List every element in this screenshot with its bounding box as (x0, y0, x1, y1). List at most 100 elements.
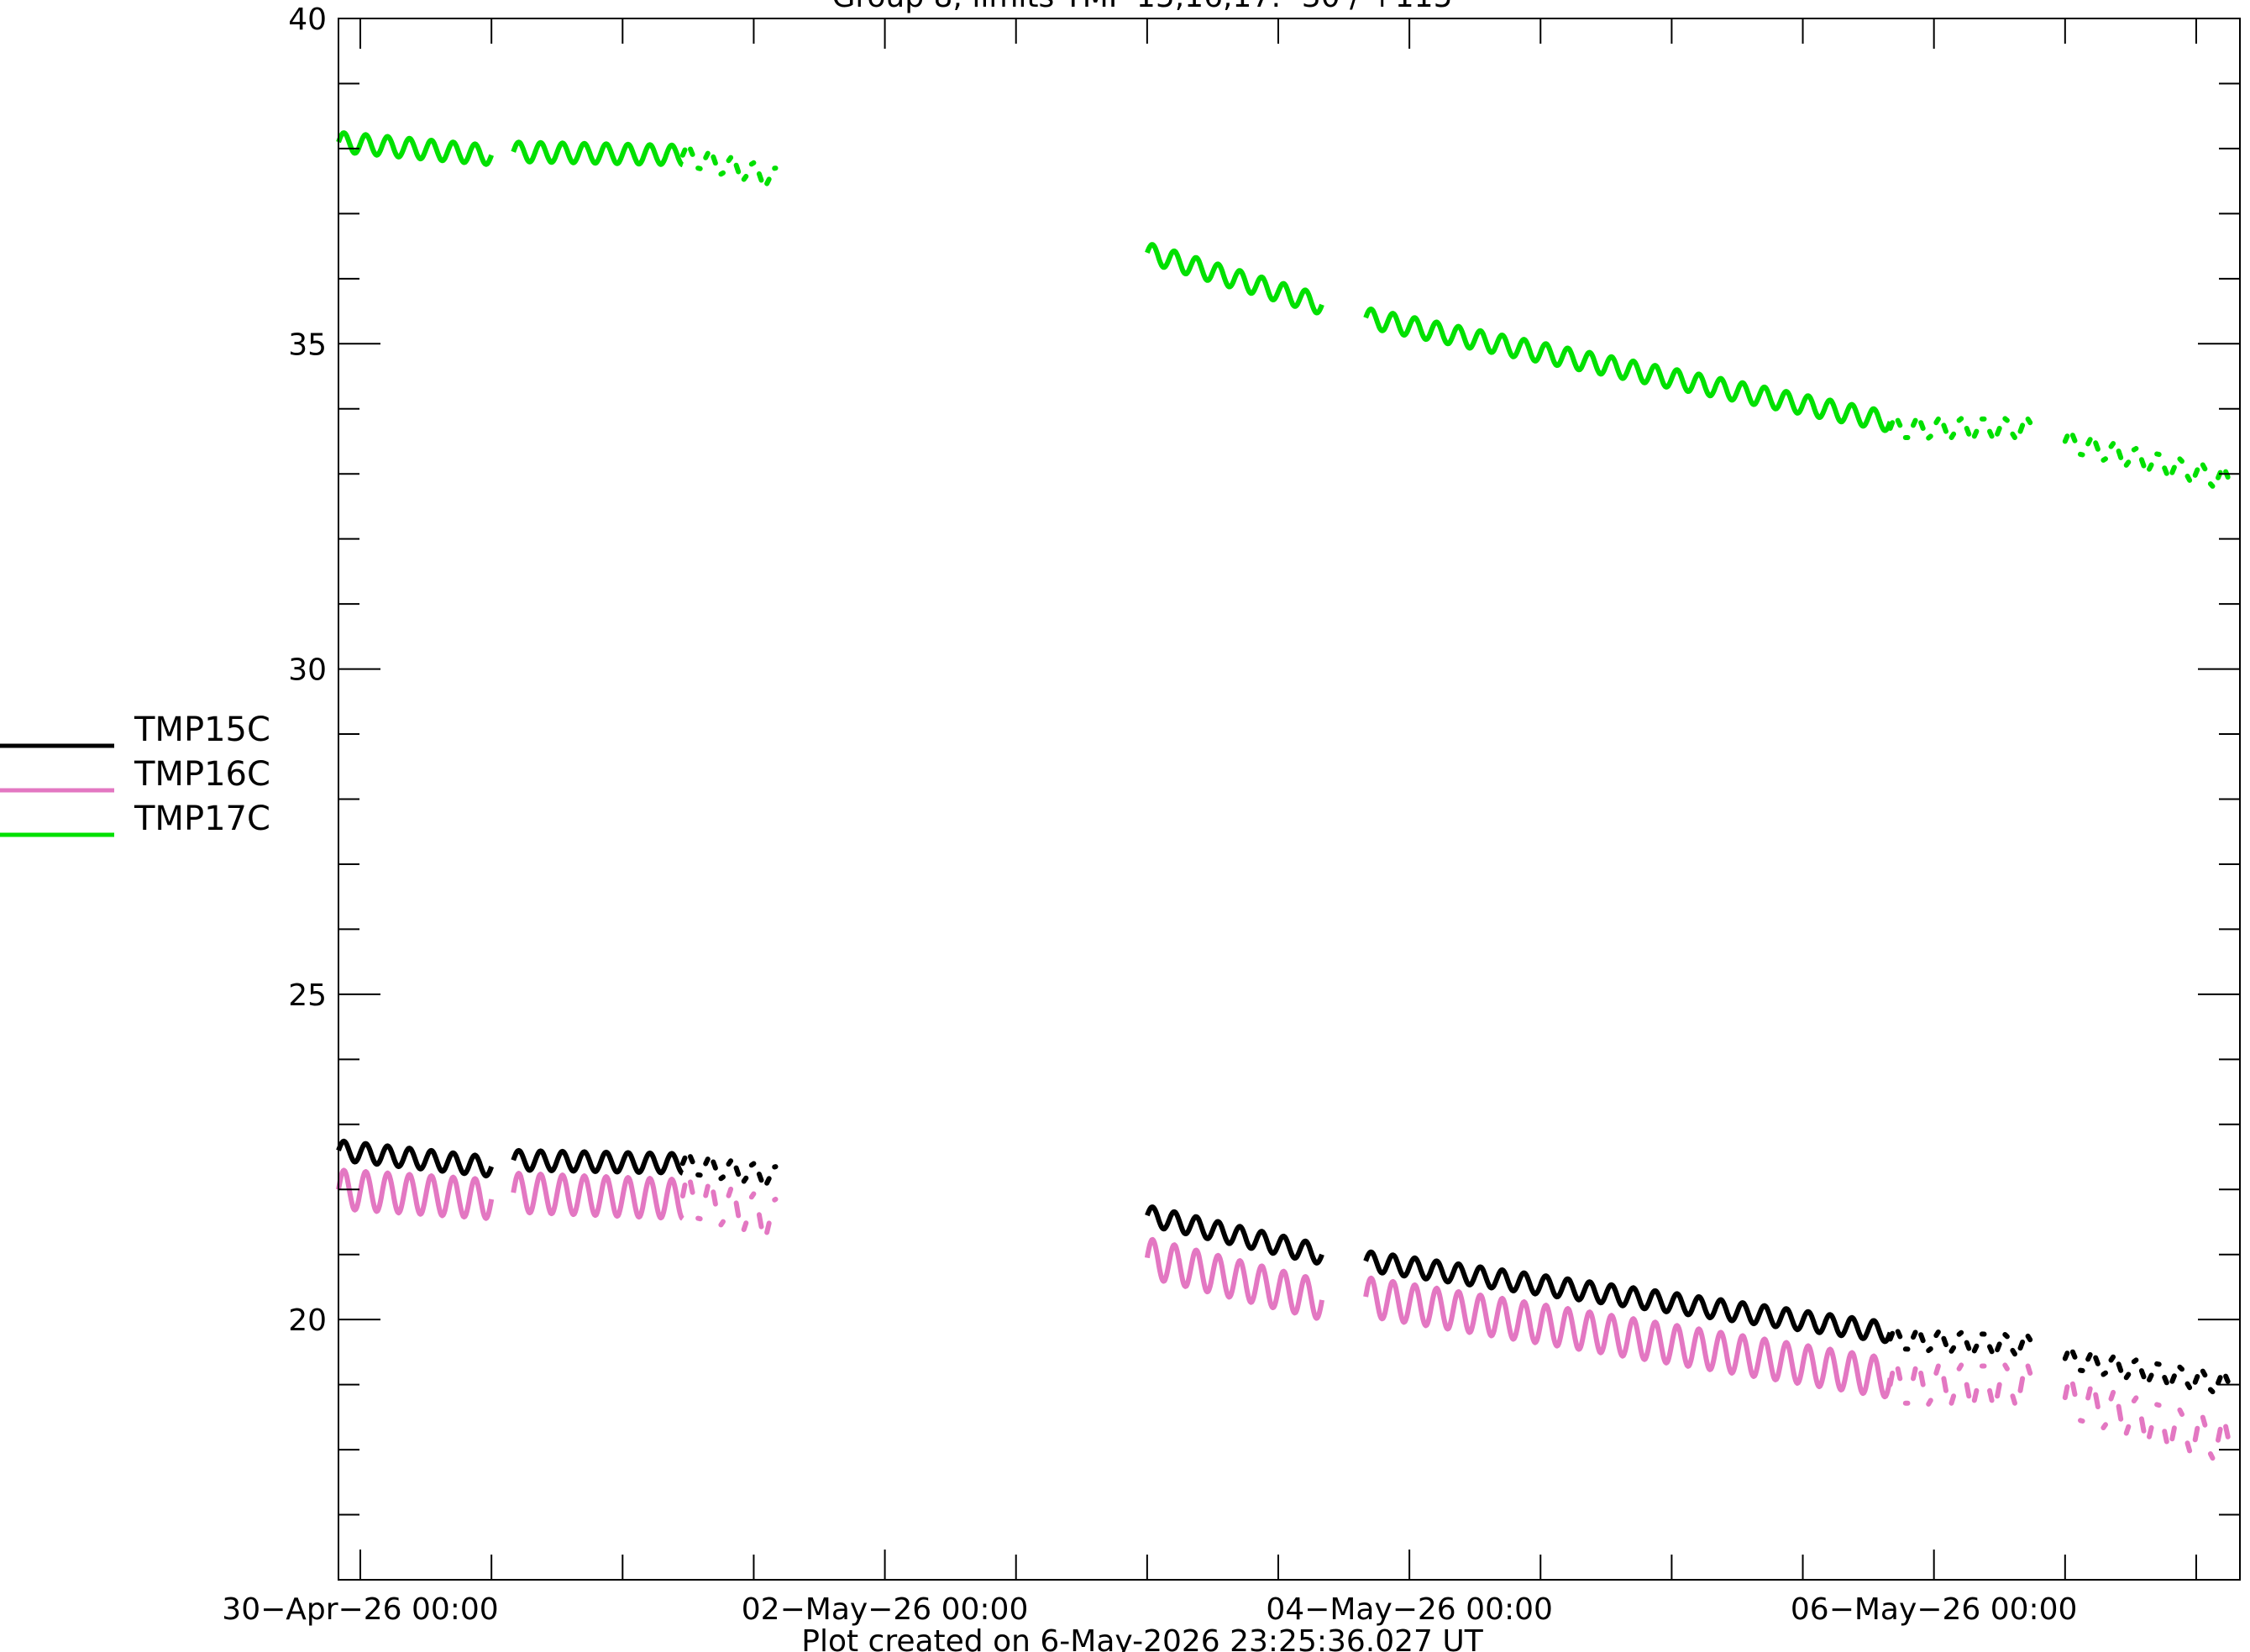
series-dash-TMP15C-6-6 (2108, 1354, 2116, 1363)
legend-label-TMP16C: TMP16C (134, 755, 270, 794)
series-dash-TMP16C-6-13 (2162, 1429, 2169, 1445)
series-TMP17C (336, 130, 2231, 489)
series-dash-TMP15C-6-8 (2123, 1371, 2132, 1381)
legend: TMP15C TMP16C TMP17C (0, 711, 270, 838)
series-dash-TMP16C-6-20 (2216, 1426, 2223, 1443)
series-dash-TMP17C-6-0 (2062, 433, 2070, 444)
series-dash-TMP17C-2-0 (679, 147, 688, 158)
series-dash-TMP15C-6-13 (2162, 1375, 2169, 1386)
series-dash-TMP17C-6-14 (2169, 464, 2177, 475)
series-dash-TMP16C-2-10 (756, 1212, 764, 1230)
series-dash-TMP15C-6-12 (2154, 1361, 2162, 1367)
series-line-TMP15C-0 (336, 1138, 495, 1179)
series-dash-TMP17C-5-7 (1941, 422, 1948, 434)
series-dash-TMP16C-5-0 (1887, 1371, 1896, 1387)
y-tick-label-30: 30 (288, 653, 327, 688)
series-dash-TMP17C-2-11 (764, 176, 772, 186)
series-dash-TMP15C-5-16 (2010, 1347, 2017, 1357)
series-dash-TMP17C-5-1 (1895, 417, 1903, 428)
series-dash-TMP17C-5-5 (1926, 433, 1933, 441)
series-dash-TMP16C-2-4 (711, 1189, 718, 1207)
series-dash-TMP15C-5-1 (1895, 1329, 1903, 1340)
series-dash-TMP15C-2-9 (748, 1161, 757, 1168)
series-dash-TMP16C-6-12 (2154, 1402, 2162, 1408)
series-dash-TMP16C-2-6 (726, 1186, 734, 1198)
series-dash-TMP15C-5-10 (1964, 1340, 1972, 1351)
series-dash-TMP15C-5-5 (1926, 1346, 1933, 1354)
series-dash-TMP15C-6-4 (2093, 1355, 2101, 1366)
series-dash-TMP15C-2-10 (756, 1172, 764, 1183)
series-dash-TMP15C-2-4 (711, 1159, 718, 1171)
series-dash-TMP16C-5-13 (1987, 1387, 1995, 1403)
series-dash-TMP15C-5-11 (1971, 1343, 1980, 1354)
series-dash-TMP17C-5-8 (1948, 431, 1957, 440)
series-dash-TMP15C-6-17 (2192, 1374, 2200, 1385)
series-dash-TMP16C-2-7 (733, 1200, 742, 1219)
series-dash-TMP17C-6-16 (2184, 474, 2193, 483)
series-dash-TMP15C-2-3 (703, 1156, 711, 1167)
series-dash-TMP16C-2-0 (679, 1183, 688, 1198)
series-dash-TMP16C-6-21 (2223, 1424, 2231, 1440)
y-tick-label-20: 20 (288, 1303, 327, 1338)
series-dash-TMP15C-5-14 (1995, 1341, 2002, 1353)
series-dash-TMP15C-5-8 (1948, 1345, 1957, 1354)
series-dash-TMP16C-5-16 (2010, 1393, 2017, 1406)
series-dash-TMP15C-6-3 (2085, 1352, 2093, 1362)
series-dash-TMP17C-5-17 (2017, 422, 2026, 434)
series-dash-TMP16C-5-7 (1941, 1376, 1948, 1393)
series-dash-TMP16C-2-11 (764, 1220, 772, 1235)
series-dash-TMP15C-6-19 (2207, 1387, 2216, 1395)
series-dash-TMP15C-6-5 (2101, 1370, 2108, 1377)
series-dash-TMP16C-6-6 (2108, 1389, 2116, 1402)
series-dash-TMP16C-5-4 (1918, 1371, 1926, 1387)
series-dash-TMP17C-2-10 (756, 171, 764, 183)
series-dash-TMP15C-6-20 (2216, 1375, 2223, 1386)
x-tick-label-2: 04−May−26 00:00 (1266, 1592, 1553, 1627)
series-dash-TMP17C-6-15 (2177, 456, 2184, 464)
x-tick-label-0: 30−Apr−26 00:00 (222, 1592, 498, 1627)
series-dash-TMP16C-5-1 (1895, 1366, 1903, 1382)
series-dash-TMP17C-6-1 (2069, 433, 2078, 443)
series-dash-TMP15C-6-14 (2169, 1373, 2177, 1384)
series-dash-TMP17C-6-5 (2101, 456, 2108, 463)
series-dash-TMP16C-6-14 (2169, 1425, 2177, 1442)
series-dash-TMP17C-2-9 (748, 160, 757, 167)
series-line-TMP16C-3 (1144, 1236, 1324, 1321)
series-dash-TMP16C-6-17 (2192, 1425, 2200, 1443)
series-dash-TMP16C-5-14 (1995, 1382, 2002, 1399)
series-TMP15C (336, 1138, 2231, 1395)
series-dash-TMP17C-6-3 (2085, 437, 2093, 447)
series-dash-TMP15C-2-7 (733, 1165, 742, 1177)
series-dash-TMP15C-2-5 (718, 1174, 726, 1182)
series-dash-TMP16C-5-8 (1948, 1393, 1957, 1406)
series-dash-TMP17C-2-7 (733, 162, 742, 175)
series-dash-TMP15C-6-16 (2184, 1381, 2193, 1391)
series-dash-TMP15C-5-4 (1918, 1332, 1926, 1344)
series-dash-TMP15C-5-0 (1887, 1330, 1896, 1342)
series-dash-TMP16C-5-6 (1933, 1363, 1941, 1376)
series-dash-TMP17C-6-19 (2207, 481, 2216, 489)
series-dash-TMP15C-5-9 (1956, 1329, 1964, 1337)
series-dash-TMP17C-5-13 (1987, 428, 1995, 439)
series-dash-TMP15C-2-11 (764, 1176, 772, 1186)
series-line-TMP17C-3 (1145, 242, 1324, 316)
series-dash-TMP17C-5-4 (1918, 420, 1926, 431)
series-dash-TMP15C-6-1 (2069, 1349, 2078, 1360)
series-dash-TMP17C-5-11 (1971, 428, 1980, 439)
series-dash-TMP17C-6-13 (2162, 465, 2169, 476)
series-dash-TMP15C-6-7 (2116, 1361, 2124, 1373)
series-dash-TMP17C-6-8 (2123, 459, 2132, 468)
series-dash-TMP16C-6-3 (2085, 1386, 2093, 1401)
series-dash-TMP17C-5-14 (1995, 426, 2002, 437)
series-dash-TMP17C-2-4 (711, 154, 718, 166)
series-dash-TMP16C-6-10 (2138, 1416, 2147, 1434)
series-dash-TMP16C-2-12 (772, 1196, 779, 1203)
series-dash-TMP17C-6-7 (2116, 448, 2124, 460)
series-dash-TMP16C-6-4 (2093, 1392, 2101, 1409)
series-dash-TMP17C-5-10 (1964, 426, 1972, 437)
series-dash-TMP16C-5-11 (1971, 1387, 1980, 1403)
series-dash-TMP16C-6-9 (2131, 1395, 2139, 1404)
series-dash-TMP16C-6-16 (2184, 1440, 2193, 1454)
series-dash-TMP17C-6-6 (2108, 441, 2116, 449)
